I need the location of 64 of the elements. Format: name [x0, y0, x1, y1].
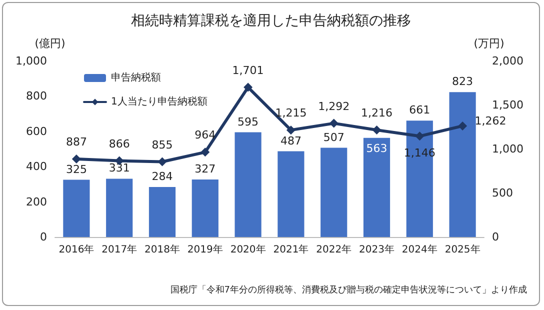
text: 国税庁「令和7年分の所得税等、消費税及び贈与税の確定申告状況等について」より作成: [170, 284, 528, 296]
data-label: 487: [280, 134, 302, 148]
data-label: 1,292: [318, 100, 350, 113]
y2-tick-label: 0: [492, 230, 499, 244]
x-tick-label: 2024年: [402, 244, 438, 256]
y-tick-label: 600: [26, 124, 47, 138]
y2-tick-label: 1,000: [492, 142, 524, 156]
bar: [106, 178, 133, 237]
point: [200, 148, 210, 157]
bar: [320, 148, 348, 237]
y2-axis-title: (万円): [474, 37, 504, 50]
data-label: 327: [194, 162, 216, 176]
data-label: 595: [238, 115, 259, 128]
y2-tick-label: 2,000: [492, 54, 524, 68]
legend-label: 申告納税額: [111, 72, 161, 84]
y-axis-title: (億円): [34, 37, 66, 50]
bar: [406, 120, 433, 237]
bar: [278, 151, 304, 237]
legend-label: 1人当たり申告納税額: [111, 96, 208, 108]
x-tick-label: 2025年: [444, 244, 480, 256]
bar: [234, 132, 262, 237]
x-tick-label: 2016年: [58, 244, 94, 256]
x-tick-label: 2019年: [187, 244, 223, 256]
data-label: 1,262: [474, 114, 506, 128]
data-label: 855: [152, 138, 173, 152]
point: [372, 125, 382, 134]
bar: [449, 92, 476, 237]
y2-tick-label: 500: [492, 186, 513, 200]
point: [72, 154, 81, 164]
point: [329, 118, 338, 128]
point: [415, 132, 424, 141]
bar: [363, 138, 390, 237]
y-tick-label: 1,000: [16, 54, 47, 68]
data-label: 563: [366, 142, 388, 155]
x-tick-label: 2022年: [316, 244, 352, 256]
x-tick-label: 2021年: [273, 244, 309, 256]
point: [458, 121, 468, 130]
x-tick-label: 2017年: [102, 244, 138, 256]
point: [244, 82, 253, 92]
y-tick-label: 0: [40, 230, 47, 244]
data-label: 325: [66, 162, 87, 176]
data-label: 1,215: [275, 106, 307, 120]
data-label: 1,216: [361, 106, 392, 120]
point: [286, 126, 296, 135]
bar: [148, 187, 176, 237]
bar: [63, 180, 90, 237]
data-label: 331: [108, 162, 130, 175]
data-label: 1,701: [232, 64, 264, 77]
chart-title: 相続時精算課税を適用した申告納税額の推移: [131, 13, 411, 29]
data-label: 823: [452, 75, 474, 88]
data-label: 964: [194, 128, 216, 142]
data-label: 284: [152, 170, 173, 184]
y2-tick-label: 1,500: [492, 98, 524, 112]
data-label: 507: [323, 130, 344, 144]
bar: [192, 179, 218, 237]
x-tick-label: 2023年: [359, 244, 394, 256]
x-tick-label: 2020年: [230, 244, 266, 256]
y-tick-label: 800: [26, 90, 47, 103]
y-tick-label: 200: [26, 195, 47, 208]
data-label: 887: [66, 135, 87, 148]
y-tick-label: 400: [26, 160, 47, 174]
data-label: 661: [409, 104, 430, 117]
x-tick-label: 2018年: [144, 244, 180, 256]
data-label: 866: [108, 137, 130, 150]
